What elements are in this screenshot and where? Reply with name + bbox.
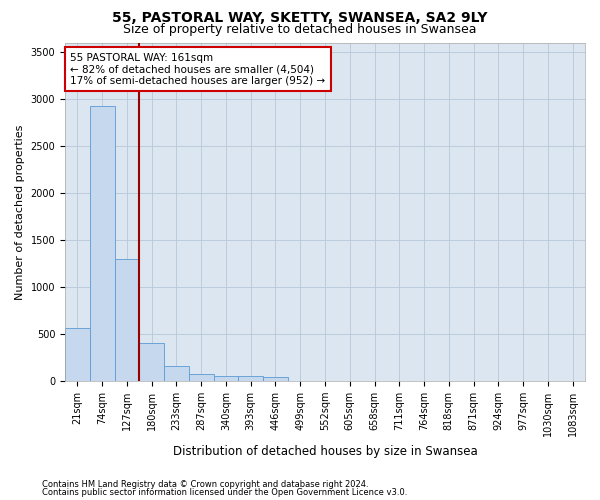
Bar — [65, 328, 90, 381]
Bar — [189, 374, 214, 381]
X-axis label: Distribution of detached houses by size in Swansea: Distribution of detached houses by size … — [173, 444, 478, 458]
Text: 55 PASTORAL WAY: 161sqm
← 82% of detached houses are smaller (4,504)
17% of semi: 55 PASTORAL WAY: 161sqm ← 82% of detache… — [70, 52, 325, 86]
Bar — [164, 366, 189, 381]
Text: Contains HM Land Registry data © Crown copyright and database right 2024.: Contains HM Land Registry data © Crown c… — [42, 480, 368, 489]
Bar — [90, 106, 115, 381]
Bar — [238, 376, 263, 381]
Text: 55, PASTORAL WAY, SKETTY, SWANSEA, SA2 9LY: 55, PASTORAL WAY, SKETTY, SWANSEA, SA2 9… — [112, 11, 488, 25]
Bar — [214, 376, 238, 381]
Bar — [115, 259, 139, 381]
Text: Size of property relative to detached houses in Swansea: Size of property relative to detached ho… — [123, 22, 477, 36]
Bar — [139, 342, 164, 381]
Text: Contains public sector information licensed under the Open Government Licence v3: Contains public sector information licen… — [42, 488, 407, 497]
Y-axis label: Number of detached properties: Number of detached properties — [15, 124, 25, 300]
Bar — [263, 378, 288, 381]
